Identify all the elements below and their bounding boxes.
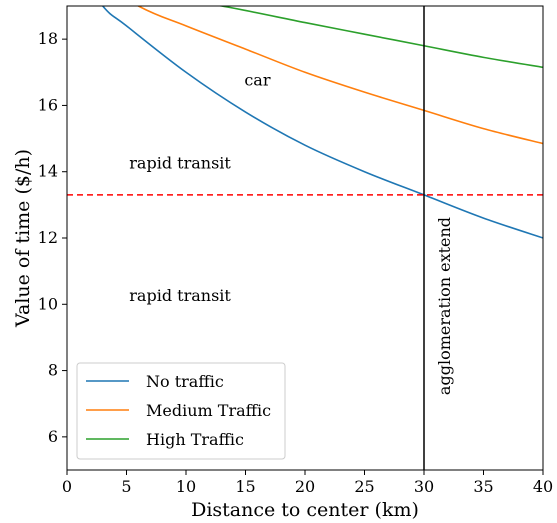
y-axis-ticks: 6 8 10 12 14 16 18 [38, 29, 67, 446]
legend-box [76, 362, 286, 460]
y-tick-label: 8 [48, 361, 58, 380]
vline-label: agglomeration extend [435, 217, 454, 395]
x-tick-label: 35 [473, 477, 493, 496]
series-line-0 [101, 6, 543, 239]
x-tick-label: 15 [235, 477, 255, 496]
x-tick-label: 20 [295, 477, 315, 496]
legend-label: High Traffic [146, 430, 244, 449]
annotation-label: car [244, 71, 271, 90]
legend: No traffic Medium Traffic High Traffic [76, 362, 286, 460]
x-tick-label: 10 [176, 477, 196, 496]
y-axis-label: Value of time ($/h) [12, 149, 34, 328]
x-tick-label: 30 [414, 477, 434, 496]
y-tick-label: 12 [38, 228, 58, 247]
series-line-1 [136, 6, 543, 145]
annotation-label: rapid transit [129, 286, 231, 305]
y-tick-label: 16 [38, 95, 58, 114]
legend-label: No traffic [146, 372, 224, 391]
x-axis-ticks: 0 5 10 15 20 25 30 35 40 [62, 470, 553, 496]
y-tick-label: 10 [38, 294, 58, 313]
x-tick-label: 25 [354, 477, 374, 496]
series-line-2 [216, 6, 543, 69]
x-tick-label: 0 [62, 477, 72, 496]
y-tick-label: 6 [48, 427, 58, 446]
reference-lines [67, 6, 543, 470]
annotation-label: rapid transit [129, 153, 231, 172]
x-tick-label: 40 [533, 477, 553, 496]
annotations: car rapid transit rapid transit agglomerati… [129, 71, 454, 396]
series-layer [101, 6, 543, 239]
y-tick-label: 14 [38, 162, 58, 181]
x-axis-label: Distance to center (km) [191, 499, 419, 521]
x-tick-label: 5 [121, 477, 131, 496]
legend-label: Medium Traffic [146, 401, 271, 420]
y-tick-label: 18 [38, 29, 58, 48]
